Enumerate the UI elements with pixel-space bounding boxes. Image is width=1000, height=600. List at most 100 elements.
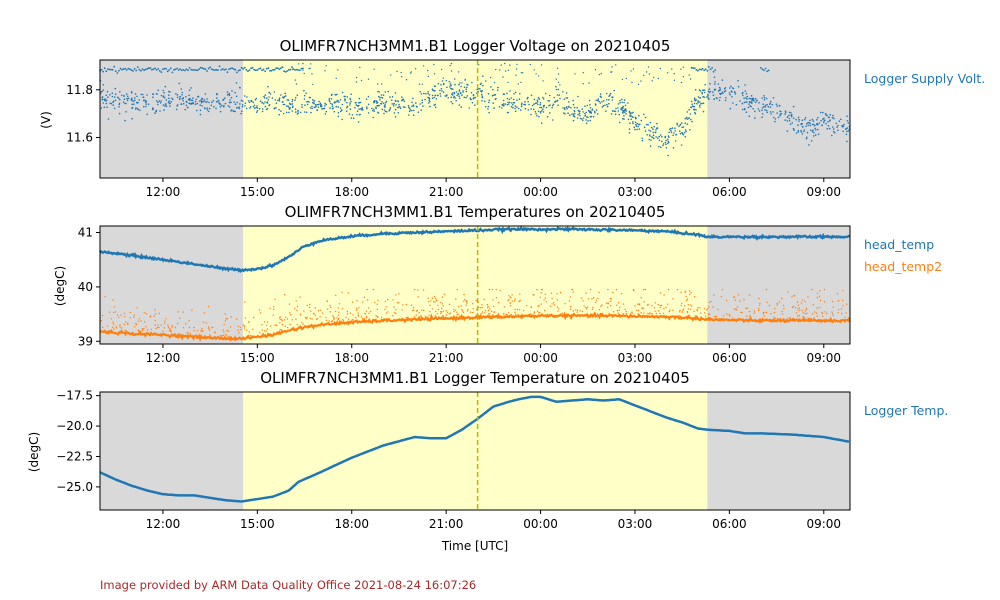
voltage-point xyxy=(240,99,243,102)
head-temp2-point xyxy=(811,313,814,315)
voltage-point xyxy=(695,109,697,111)
voltage-point xyxy=(119,67,122,70)
head-temp2-point xyxy=(598,309,601,311)
head-temp2-point xyxy=(112,321,114,323)
x-tick-label: 00:00 xyxy=(523,351,558,365)
voltage-point xyxy=(429,105,431,108)
head-temp2-point xyxy=(283,319,286,321)
head-temp2-point xyxy=(169,328,171,330)
head-temp2-point xyxy=(219,335,222,337)
voltage-point xyxy=(840,118,842,121)
voltage-point xyxy=(266,102,268,104)
head-temp2-point xyxy=(800,302,803,304)
voltage-point xyxy=(724,99,727,102)
voltage-point xyxy=(708,88,711,90)
head-temp2-point xyxy=(437,304,439,306)
voltage-point xyxy=(846,140,848,143)
x-tick-label: 09:00 xyxy=(806,517,841,531)
voltage-point xyxy=(812,135,815,137)
head-temp2-point xyxy=(266,328,269,330)
voltage-point xyxy=(479,83,482,86)
voltage-point xyxy=(184,108,186,111)
voltage-point xyxy=(317,103,320,106)
voltage-point xyxy=(391,103,394,105)
voltage-point xyxy=(138,99,140,101)
voltage-point xyxy=(707,97,709,99)
head-temp2-point xyxy=(825,312,828,315)
voltage-point xyxy=(226,91,229,93)
voltage-point xyxy=(690,66,693,69)
voltage-point xyxy=(753,100,755,102)
voltage-point xyxy=(266,97,268,99)
voltage-point xyxy=(241,104,244,106)
voltage-point xyxy=(324,70,326,72)
voltage-point xyxy=(584,112,586,115)
voltage-point xyxy=(146,67,149,70)
voltage-point xyxy=(103,67,106,70)
voltage-point xyxy=(413,105,415,107)
voltage-point xyxy=(731,95,733,98)
voltage-point xyxy=(465,96,467,99)
voltage-point xyxy=(622,105,625,108)
voltage-point xyxy=(182,100,184,102)
head-temp2-point xyxy=(600,305,602,307)
logger-temperature-chart-title: OLIMFR7NCH3MM1.B1 Logger Temperature on … xyxy=(260,369,690,387)
head-temp2-point xyxy=(571,288,574,291)
head-temp2-point xyxy=(259,312,262,314)
voltage-point xyxy=(354,101,357,104)
voltage-point xyxy=(481,95,484,97)
voltage-point xyxy=(335,105,338,108)
voltage-point xyxy=(510,97,513,99)
head-temp2-point xyxy=(576,311,578,313)
head-temp2-point xyxy=(142,328,145,330)
voltage-point xyxy=(193,69,196,71)
head-temp2-point xyxy=(368,312,370,314)
head-temp2-point xyxy=(236,318,238,320)
head-temp2-point xyxy=(640,312,642,314)
voltage-point xyxy=(225,68,227,71)
head-temp2-point xyxy=(595,299,598,301)
head-temp2-point xyxy=(245,329,248,331)
voltage-point xyxy=(713,76,716,78)
voltage-point xyxy=(476,88,479,91)
voltage-point xyxy=(761,68,764,71)
voltage-point xyxy=(680,68,682,70)
voltage-point xyxy=(365,98,368,100)
voltage-point xyxy=(664,136,667,138)
head-temp2-point xyxy=(811,288,813,291)
voltage-point xyxy=(611,110,614,112)
head-temp2-point xyxy=(492,299,494,301)
head-temp2-point xyxy=(345,316,347,318)
voltage-point xyxy=(349,108,352,110)
voltage-point xyxy=(554,100,557,103)
voltage-point xyxy=(450,87,452,90)
voltage-point xyxy=(312,83,314,86)
head-temp2-point xyxy=(164,320,166,322)
head-temp2-point xyxy=(487,305,489,308)
voltage-point xyxy=(105,70,108,73)
voltage-point xyxy=(707,94,709,97)
voltage-point xyxy=(764,109,766,111)
voltage-point xyxy=(230,110,232,112)
voltage-point xyxy=(667,72,669,74)
head-temp2-point xyxy=(487,309,490,312)
head-temp2-point xyxy=(617,312,619,314)
head-temp2-point xyxy=(774,307,776,310)
head-temp2-point xyxy=(616,304,618,306)
head-temp2-point xyxy=(831,312,834,315)
voltage-point xyxy=(694,98,696,101)
head-temp2-point xyxy=(816,315,818,317)
voltage-point xyxy=(195,98,197,101)
voltage-point xyxy=(458,90,461,92)
head-temp2-point xyxy=(227,330,230,332)
voltage-point xyxy=(632,68,635,70)
voltage-point xyxy=(652,131,655,134)
voltage-point xyxy=(180,69,183,72)
head-temp2-point xyxy=(819,299,822,302)
head-temp2-point xyxy=(201,330,203,333)
head-temp2-point xyxy=(145,313,147,315)
voltage-point xyxy=(769,103,771,106)
voltage-point xyxy=(234,103,237,105)
voltage-point xyxy=(680,144,683,146)
head-temp2-point xyxy=(440,312,442,315)
